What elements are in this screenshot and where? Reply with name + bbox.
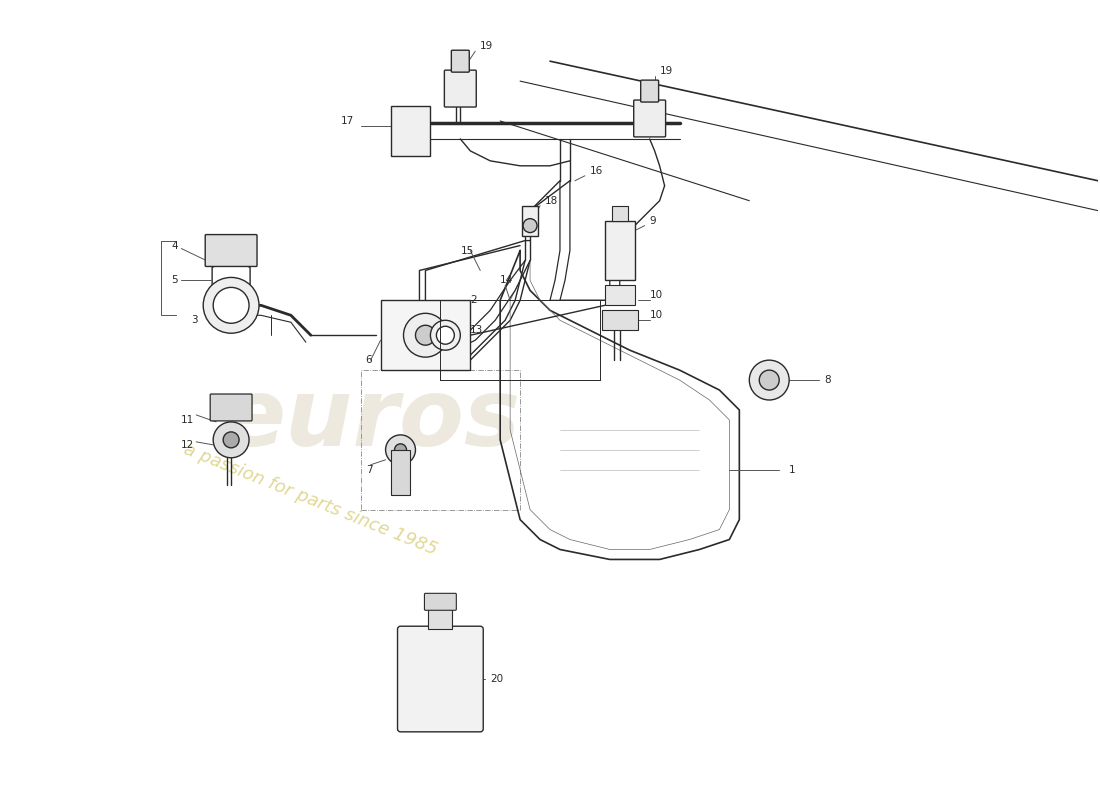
FancyBboxPatch shape	[640, 80, 659, 102]
FancyBboxPatch shape	[444, 70, 476, 107]
Bar	[440, 300, 600, 380]
Text: 1: 1	[789, 465, 795, 474]
Text: 19: 19	[481, 42, 494, 51]
Circle shape	[416, 326, 436, 345]
Bar	[605, 221, 635, 281]
Circle shape	[204, 278, 258, 334]
Text: 15: 15	[460, 246, 474, 255]
FancyBboxPatch shape	[425, 594, 456, 610]
Text: 2: 2	[471, 295, 477, 306]
Bar	[522, 206, 538, 235]
Text: 14: 14	[500, 275, 514, 286]
Circle shape	[749, 360, 789, 400]
Text: 4: 4	[172, 241, 178, 250]
Text: 7: 7	[365, 465, 372, 474]
Bar	[361, 370, 520, 510]
Text: 11: 11	[182, 415, 195, 425]
Circle shape	[759, 370, 779, 390]
FancyBboxPatch shape	[397, 626, 483, 732]
Bar	[440, 300, 600, 380]
Circle shape	[213, 422, 249, 458]
Bar	[428, 610, 452, 630]
Circle shape	[386, 435, 416, 465]
Text: 5: 5	[172, 275, 178, 286]
FancyBboxPatch shape	[451, 50, 470, 72]
Text: 19: 19	[660, 66, 673, 76]
Text: 20: 20	[491, 674, 504, 684]
Bar	[390, 450, 410, 494]
Bar	[390, 106, 430, 156]
Circle shape	[213, 287, 249, 323]
Circle shape	[437, 326, 454, 344]
Circle shape	[404, 314, 448, 357]
Circle shape	[223, 432, 239, 448]
Bar	[605, 286, 635, 306]
Text: 10: 10	[650, 310, 663, 320]
Circle shape	[524, 218, 537, 233]
Circle shape	[395, 444, 407, 456]
Text: 18: 18	[544, 196, 559, 206]
Text: a passion for parts since 1985: a passion for parts since 1985	[182, 440, 440, 559]
Text: 17: 17	[341, 116, 354, 126]
Text: 6: 6	[365, 355, 372, 365]
Text: 10: 10	[650, 290, 663, 300]
Text: 16: 16	[590, 166, 603, 176]
Text: 12: 12	[182, 440, 195, 450]
Bar	[602, 310, 638, 330]
Bar	[381, 300, 471, 370]
Text: 8: 8	[824, 375, 830, 385]
Text: 9: 9	[650, 216, 657, 226]
Bar	[612, 206, 628, 221]
FancyBboxPatch shape	[634, 100, 665, 137]
Text: 3: 3	[191, 315, 198, 326]
Circle shape	[430, 320, 460, 350]
Text: 13: 13	[471, 326, 484, 335]
Text: euros: euros	[221, 374, 520, 466]
FancyBboxPatch shape	[206, 234, 257, 266]
FancyBboxPatch shape	[210, 394, 252, 421]
